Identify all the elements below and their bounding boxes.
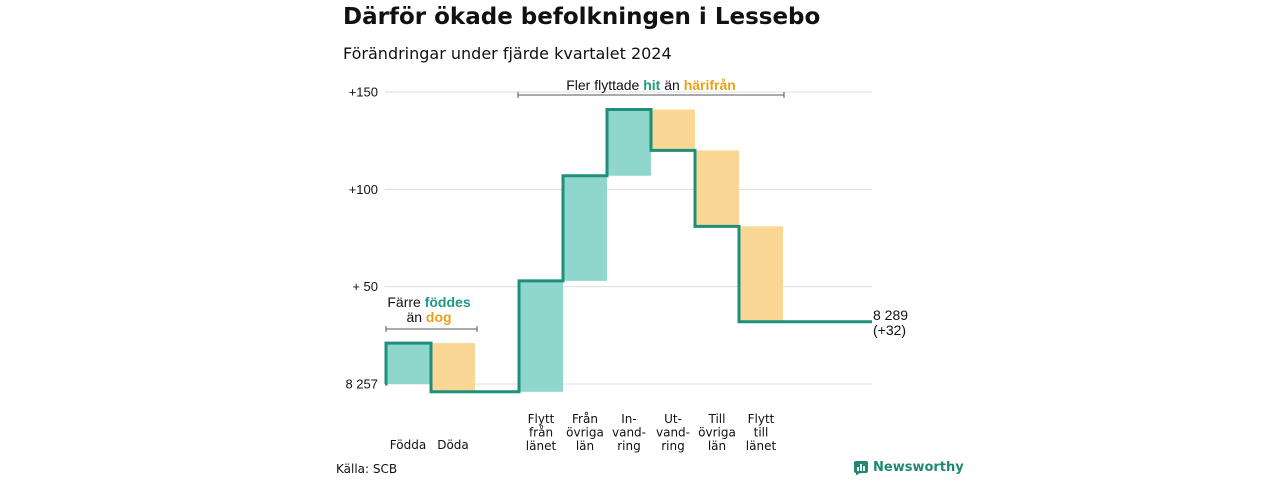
source-note: Källa: SCB [336,462,398,476]
end-value-label: 8 289 [873,307,908,323]
moves-annotation: Fler flyttade hit än härifrån [566,77,736,93]
bar-increase [607,109,651,176]
y-tick-label: +150 [349,85,378,100]
end-change-label: (+32) [873,322,906,338]
category-label: In-vand-ring [612,412,646,453]
step-line [384,108,872,394]
bar-chart-icon [854,460,868,475]
brand-name: Newsworthy [873,460,964,475]
bar-decrease [739,226,783,322]
category-label: Ut-vand-ring [656,412,690,453]
births-annotation-line2: än dog [406,309,451,325]
births-annotation-line1: Färre föddes [387,294,470,310]
bar-increase [563,175,607,281]
bar-decrease [695,150,739,227]
category-label: Till övriga län [698,412,736,453]
category-label: Flytt från länet [526,412,557,453]
category-label: Flytt till länet [746,412,777,453]
bar-increase [386,343,430,384]
y-tick-label: +100 [349,182,378,197]
brand-logo: Newsworthy [854,460,964,475]
category-label: Från övriga län [566,412,604,453]
chart-title: Därför ökade befolkningen i Lessebo [343,4,821,30]
chart-subtitle: Förändringar under fjärde kvartalet 2024 [343,44,672,63]
y-tick-label: + 50 [352,279,378,294]
category-label: Födda [390,438,426,452]
bar-decrease [431,343,475,392]
y-tick-label: 8 257 [345,377,378,392]
bar-increase [519,280,563,392]
bar-decrease [651,109,695,151]
category-label: Döda [437,438,469,452]
